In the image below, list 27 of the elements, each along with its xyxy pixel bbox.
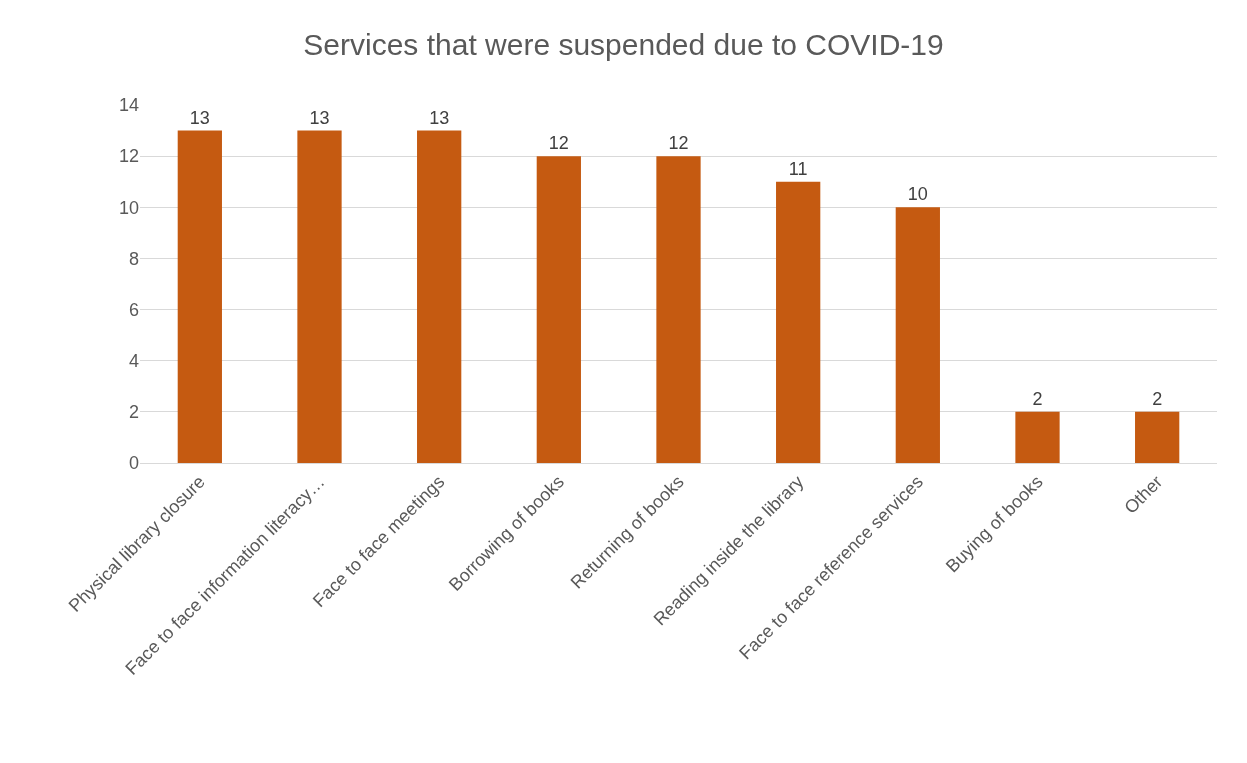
data-label: 10 [907,184,928,205]
y-tick-label: 10 [118,197,139,218]
bar [297,130,342,463]
y-tick-label: 8 [128,248,139,269]
y-tick-label: 4 [128,351,139,372]
bar [417,130,462,463]
chart-title: Services that were suspended due to COVID-19 [303,28,944,62]
bar [656,156,701,463]
data-label: 13 [189,107,210,128]
bar [1135,411,1180,463]
y-tick-label: 0 [128,453,139,474]
data-label: 12 [668,133,689,154]
bar [895,207,940,463]
y-tick-label: 12 [118,146,139,167]
y-tick-label: 2 [128,402,139,423]
data-label: 2 [1032,388,1043,409]
y-tick-label: 14 [118,95,139,116]
bar [776,181,821,463]
data-label: 11 [788,158,808,179]
bar [1015,411,1060,463]
bar [177,130,222,463]
data-label: 2 [1152,388,1163,409]
y-tick-label: 6 [128,299,139,320]
data-label: 13 [309,107,330,128]
data-label: 12 [548,133,569,154]
bar [536,156,581,463]
data-label: 13 [429,107,450,128]
